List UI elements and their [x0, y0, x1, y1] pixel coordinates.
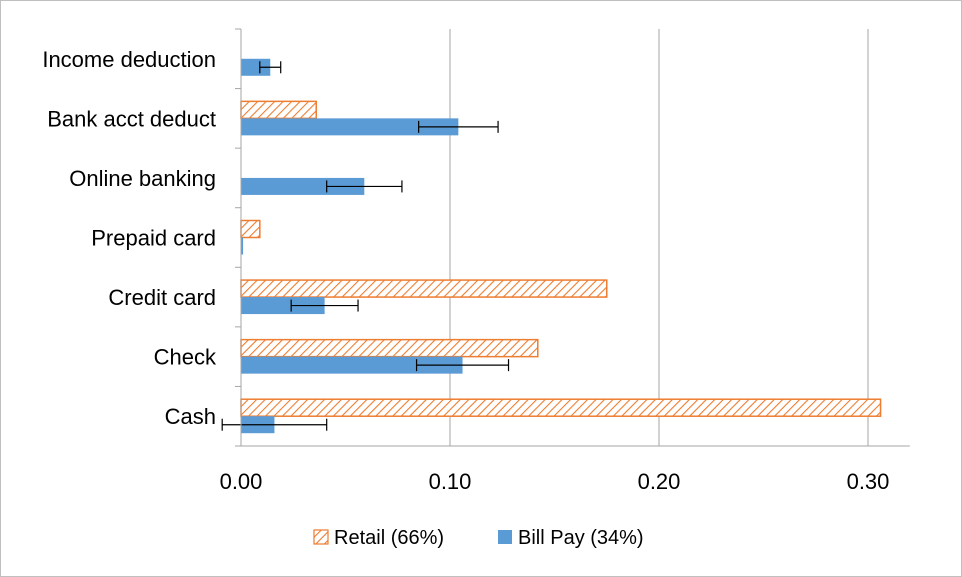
bar-billpay-credit-card — [241, 297, 325, 315]
bar-retail-bank-acct-deduct — [240, 100, 317, 120]
bar-retail-cash — [240, 398, 882, 417]
x-tick-label: 0.00 — [220, 469, 263, 494]
bar-billpay-prepaid-card — [241, 237, 244, 255]
category-label-check: Check — [154, 345, 217, 370]
axis-labels: 0.00 0.10 0.20 0.30 Income deduction Bank acc… — [42, 47, 889, 494]
legend: Retail (66%) Bill Pay (34%) — [313, 527, 644, 549]
bar-retail-check — [240, 338, 539, 358]
category-label-cash: Cash — [165, 404, 216, 429]
category-label-prepaid-card: Prepaid card — [91, 226, 216, 251]
bar-billpay-check — [241, 356, 463, 374]
legend-label-billpay: Bill Pay (34%) — [518, 527, 644, 549]
legend-label-retail: Retail (66%) — [334, 527, 444, 549]
bar-billpay-bank-acct-deduct — [241, 118, 459, 136]
legend-swatch-billpay — [498, 530, 512, 544]
bar-billpay-income-deduction — [241, 58, 271, 76]
bar-retail-credit-card — [240, 279, 608, 298]
axes — [235, 28, 910, 447]
category-label-credit-card: Credit card — [108, 285, 216, 310]
category-label-income-deduction: Income deduction — [42, 47, 216, 72]
category-label-bank-acct-deduct: Bank acct deduct — [47, 106, 216, 131]
bar-retail-prepaid-card — [240, 219, 261, 239]
x-tick-label: 0.30 — [847, 469, 890, 494]
x-tick-label: 0.20 — [638, 469, 681, 494]
bar-billpay-online-banking — [241, 177, 365, 195]
legend-swatch-retail — [313, 529, 329, 545]
bars — [221, 58, 882, 434]
gridlines — [449, 29, 869, 446]
category-label-online-banking: Online banking — [69, 166, 216, 191]
x-tick-label: 0.10 — [429, 469, 472, 494]
